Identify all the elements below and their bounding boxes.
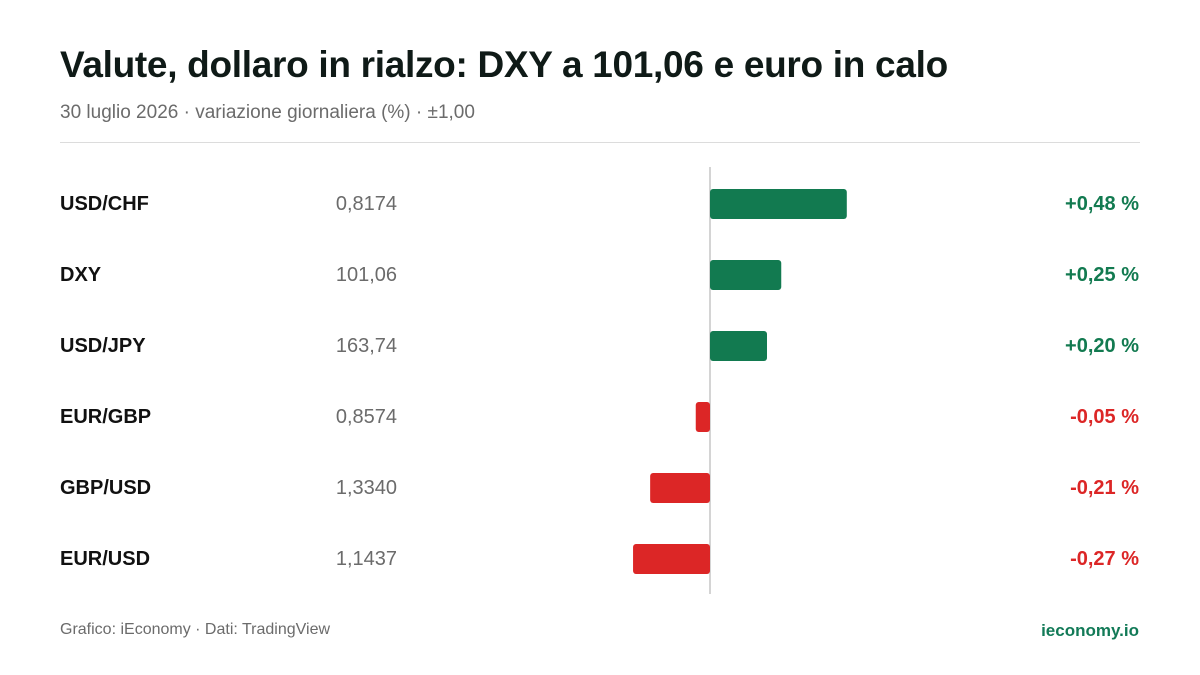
pair-price: 101,06 xyxy=(336,264,397,286)
change-value-label: +0,48 % xyxy=(1065,193,1139,215)
change-value-label: -0,27 % xyxy=(1070,548,1139,570)
pair-label: EUR/GBP xyxy=(60,406,151,428)
bar-positive xyxy=(710,331,767,361)
pair-price: 0,8174 xyxy=(336,193,397,215)
change-value-label: -0,21 % xyxy=(1070,477,1139,499)
pair-label: DXY xyxy=(60,264,102,286)
chart-subtitle: 30 luglio 2026 · variazione giornaliera … xyxy=(60,102,475,123)
pair-price: 0,8574 xyxy=(336,406,397,428)
pair-label: USD/CHF xyxy=(60,193,149,215)
header-divider xyxy=(60,142,1140,143)
pair-price: 1,1437 xyxy=(336,548,397,570)
pair-label: EUR/USD xyxy=(60,548,150,570)
chart-title: Valute, dollaro in rialzo: DXY a 101,06 … xyxy=(60,44,948,85)
change-value-label: +0,25 % xyxy=(1065,264,1139,286)
pair-price: 163,74 xyxy=(336,335,397,357)
change-value-label: +0,20 % xyxy=(1065,335,1139,357)
pair-label: GBP/USD xyxy=(60,477,151,499)
bar-negative xyxy=(650,473,710,503)
pair-label: USD/JPY xyxy=(60,335,146,357)
bar-negative xyxy=(633,544,710,574)
source-credit: Grafico: iEconomy · Dati: TradingView xyxy=(60,621,331,638)
bar-negative xyxy=(695,402,710,432)
bar-positive xyxy=(710,260,782,290)
brand-link[interactable]: ieconomy.io xyxy=(1041,621,1139,640)
pair-price: 1,3340 xyxy=(336,477,397,499)
change-value-label: -0,05 % xyxy=(1070,406,1139,428)
bar-positive xyxy=(710,189,847,219)
